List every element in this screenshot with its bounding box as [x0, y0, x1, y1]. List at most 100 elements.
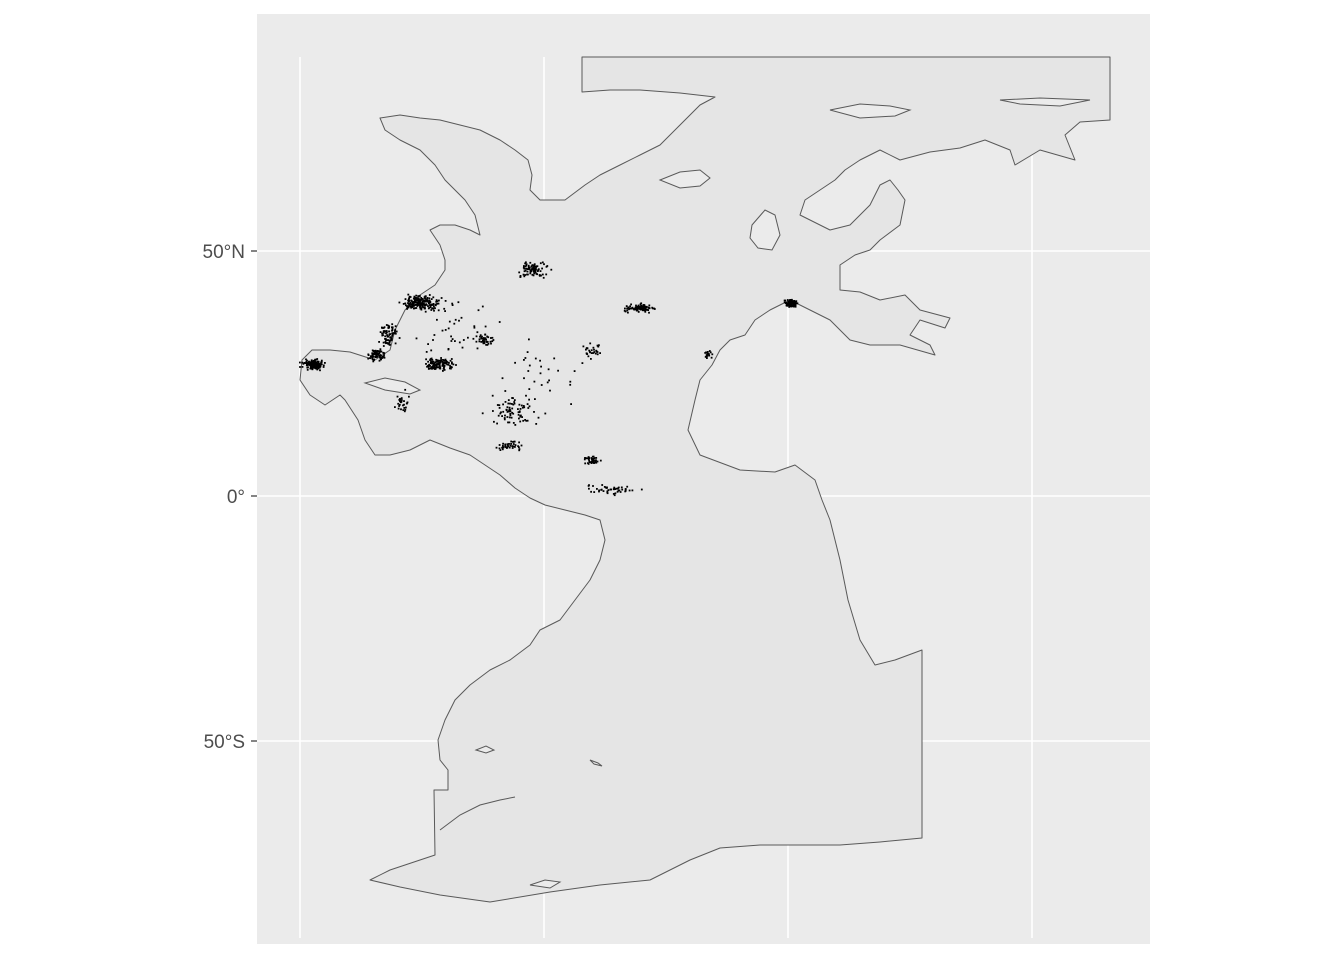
occurrence-point	[449, 366, 452, 369]
occurrence-point	[429, 358, 432, 360]
occurrence-point	[602, 490, 605, 492]
occurrence-point	[489, 340, 492, 343]
occurrence-point	[592, 485, 594, 487]
occurrence-point	[433, 362, 436, 364]
occurrence-point	[389, 344, 391, 346]
occurrence-point	[498, 404, 501, 407]
occurrence-point	[617, 486, 620, 489]
occurrence-point	[590, 462, 593, 464]
occurrence-point	[635, 304, 637, 307]
occurrence-point	[509, 414, 512, 417]
occurrence-point	[645, 305, 648, 308]
occurrence-point	[428, 301, 431, 303]
occurrence-point	[307, 366, 309, 369]
occurrence-point	[490, 342, 492, 345]
occurrence-point	[541, 273, 544, 276]
occurrence-point	[520, 404, 523, 407]
occurrence-point	[788, 301, 791, 303]
occurrence-point	[379, 356, 382, 359]
occurrence-point	[524, 357, 527, 359]
occurrence-point	[617, 487, 619, 490]
occurrence-point	[534, 357, 537, 360]
occurrence-point	[447, 348, 450, 351]
occurrence-point	[517, 445, 519, 448]
occurrence-point	[423, 296, 426, 298]
atlantic-region-polygon	[299, 56, 1111, 903]
occurrence-point	[523, 267, 526, 270]
island-novaya	[999, 97, 1091, 107]
occurrence-point	[409, 296, 412, 298]
occurrence-point	[312, 363, 315, 366]
occurrence-point	[448, 362, 450, 364]
occurrence-point	[485, 338, 487, 341]
occurrence-point	[592, 346, 595, 349]
occurrence-point	[528, 398, 530, 401]
occurrence-point	[317, 363, 320, 365]
occurrence-point	[429, 365, 431, 367]
occurrence-point	[527, 264, 530, 267]
occurrence-point	[420, 302, 423, 305]
occurrence-point	[448, 320, 451, 323]
occurrence-point	[527, 268, 530, 270]
occurrence-point	[382, 327, 385, 329]
occurrence-point	[520, 444, 523, 447]
occurrence-point	[435, 364, 438, 367]
occurrence-point	[415, 301, 418, 304]
occurrence-point	[316, 368, 319, 371]
occurrence-point	[324, 362, 326, 364]
occurrence-point	[425, 300, 427, 302]
occurrence-point	[382, 351, 385, 354]
occurrence-point	[794, 305, 797, 308]
occurrence-point	[367, 353, 370, 356]
occurrence-point	[307, 363, 310, 366]
occurrence-point	[504, 443, 507, 446]
occurrence-point	[374, 356, 377, 359]
occurrence-point	[413, 295, 416, 298]
occurrence-point	[435, 300, 438, 303]
occurrence-point	[433, 367, 435, 370]
occurrence-point	[627, 311, 629, 314]
occurrence-point	[314, 358, 316, 361]
occurrence-point	[428, 364, 430, 367]
occurrence-point	[306, 364, 308, 366]
occurrence-point	[512, 443, 515, 445]
occurrence-point	[599, 459, 602, 462]
occurrence-point	[385, 339, 387, 341]
occurrence-point	[524, 419, 526, 421]
occurrence-point	[431, 359, 434, 361]
occurrence-point	[502, 410, 505, 413]
occurrence-point	[504, 390, 507, 392]
occurrence-point	[534, 398, 536, 400]
y-tick-label-0: 50°N	[203, 242, 245, 263]
occurrence-point	[312, 359, 315, 362]
occurrence-point	[525, 264, 528, 267]
occurrence-point	[381, 332, 383, 335]
occurrence-point	[624, 488, 627, 491]
occurrence-point	[599, 352, 601, 354]
island-svalbard	[829, 103, 912, 119]
occurrence-point	[477, 309, 480, 312]
occurrence-point	[523, 406, 526, 409]
occurrence-point	[507, 399, 510, 401]
occurrence-point	[428, 297, 431, 300]
occurrence-point	[518, 446, 520, 449]
occurrence-point	[482, 337, 485, 339]
occurrence-point	[520, 414, 522, 417]
occurrence-point	[416, 298, 418, 300]
occurrence-point	[528, 267, 531, 269]
occurrence-point	[643, 305, 646, 308]
occurrence-point	[444, 300, 447, 302]
occurrence-point	[525, 263, 528, 266]
occurrence-point	[378, 341, 380, 343]
occurrence-point	[598, 489, 600, 492]
occurrence-point	[514, 446, 516, 448]
occurrence-point	[498, 321, 501, 323]
occurrence-point	[398, 403, 401, 406]
occurrence-point	[573, 370, 576, 372]
occurrence-point	[624, 307, 626, 310]
occurrence-point	[417, 300, 420, 303]
occurrence-point	[788, 303, 791, 306]
occurrence-point	[626, 309, 629, 312]
occurrence-point	[504, 444, 507, 447]
occurrence-point	[420, 298, 422, 301]
